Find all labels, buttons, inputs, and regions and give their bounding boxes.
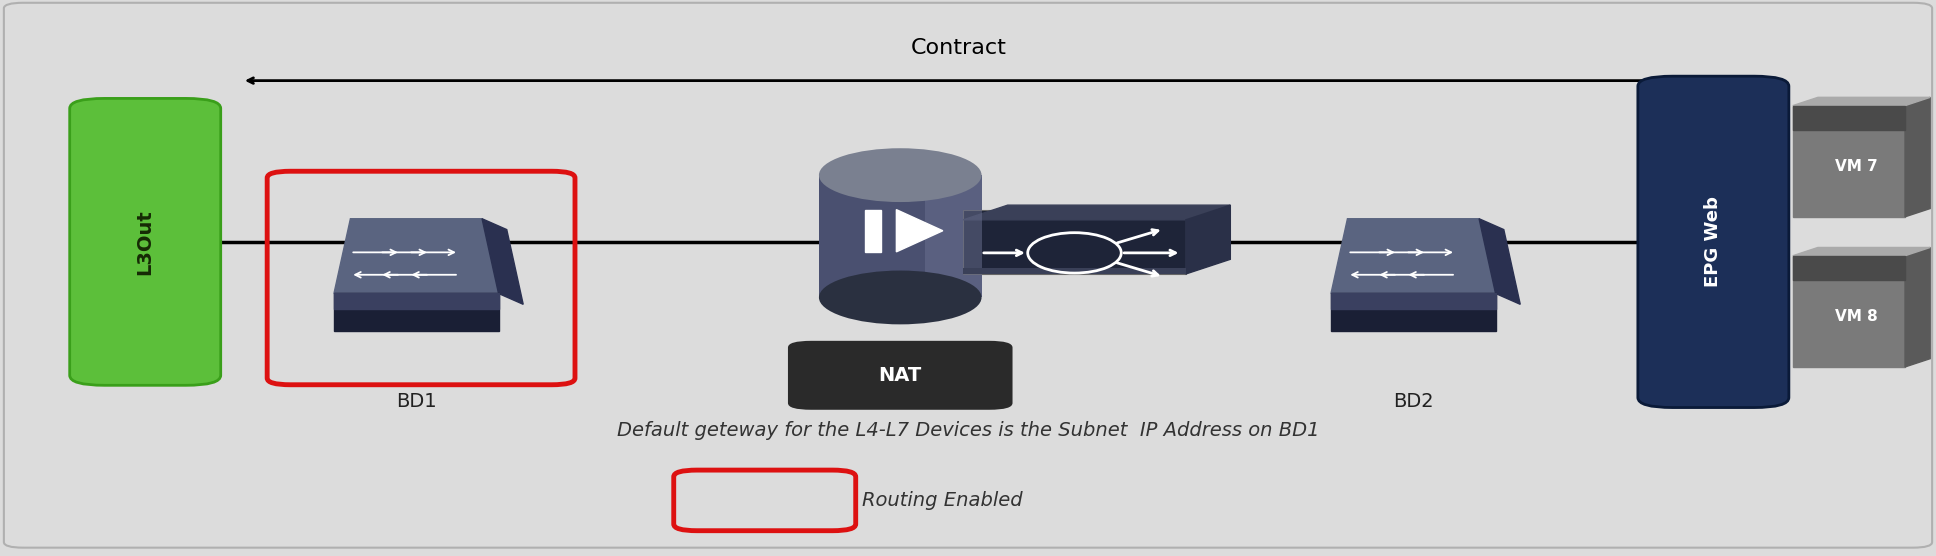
Polygon shape (1793, 256, 1905, 367)
Polygon shape (333, 219, 499, 294)
Polygon shape (1793, 247, 1930, 256)
Polygon shape (1793, 106, 1905, 130)
Polygon shape (1793, 256, 1905, 280)
Text: Routing Enabled: Routing Enabled (862, 491, 1022, 510)
Polygon shape (1332, 219, 1495, 294)
FancyBboxPatch shape (964, 210, 1187, 274)
FancyBboxPatch shape (1638, 76, 1789, 408)
Ellipse shape (819, 148, 982, 202)
Text: L3Out: L3Out (136, 209, 155, 275)
FancyBboxPatch shape (925, 175, 982, 297)
Polygon shape (964, 205, 1231, 220)
FancyBboxPatch shape (70, 98, 221, 385)
Polygon shape (1332, 294, 1495, 309)
Polygon shape (1332, 294, 1495, 331)
Polygon shape (1479, 219, 1520, 304)
Polygon shape (333, 294, 499, 331)
Polygon shape (333, 294, 499, 309)
FancyBboxPatch shape (964, 269, 1187, 274)
Polygon shape (1905, 97, 1930, 217)
Polygon shape (896, 210, 943, 252)
Text: VM 8: VM 8 (1835, 309, 1878, 324)
Polygon shape (1793, 106, 1905, 217)
Polygon shape (1187, 205, 1231, 274)
FancyBboxPatch shape (788, 341, 1013, 410)
Text: VM 7: VM 7 (1835, 158, 1878, 173)
Polygon shape (482, 219, 523, 304)
Text: Default geteway for the L4-L7 Devices is the Subnet  IP Address on BD1: Default geteway for the L4-L7 Devices is… (618, 421, 1318, 440)
FancyBboxPatch shape (4, 3, 1932, 548)
Ellipse shape (819, 271, 982, 324)
Text: BD2: BD2 (1394, 392, 1433, 411)
Text: EPG Web: EPG Web (1704, 196, 1723, 287)
Polygon shape (1905, 247, 1930, 367)
Text: Contract: Contract (910, 38, 1007, 58)
Text: NAT: NAT (879, 366, 922, 385)
Polygon shape (1793, 97, 1930, 106)
Text: BD1: BD1 (397, 392, 436, 411)
Polygon shape (865, 210, 881, 252)
FancyBboxPatch shape (819, 175, 982, 297)
